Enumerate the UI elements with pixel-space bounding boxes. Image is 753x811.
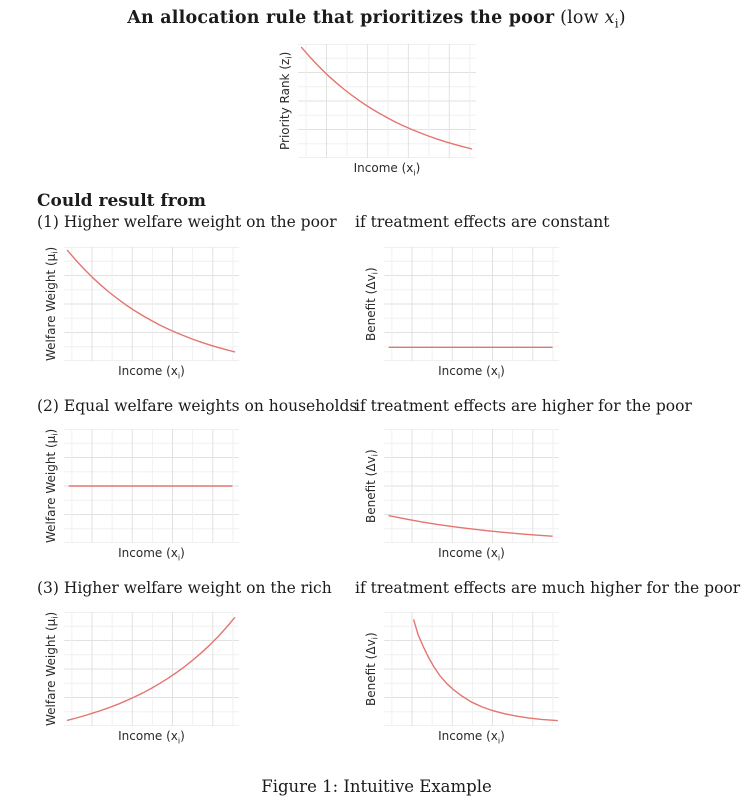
row3-left-label: (3) Higher welfare weight on the rich [37,579,332,597]
x-axis-label-income: Income (xi) [118,729,185,746]
y-axis-label-welfare-weight: Welfare Weight (μi) [44,428,60,543]
benefit-2-plot [384,429,559,543]
benefit-3-plot [384,612,559,726]
chart-welfare-weight-2: Welfare Weight (μi) Income (xi) [40,429,239,562]
row3-right-label: if treatment effects are much higher for… [355,579,741,597]
x-axis-label-income: Income (xi) [353,161,421,178]
y-axis-label-priority-rank: Priority Rank (zi) [278,51,294,151]
benefit-1-plot [384,247,559,361]
chart-welfare-weight-1: Welfare Weight (μi) Income (xi) [40,247,239,380]
y-axis-label-benefit: Benefit (Δvi) [364,267,380,341]
x-axis-label-income: Income (xi) [438,729,505,746]
x-axis-label-income: Income (xi) [438,364,505,381]
figure-title-bold: An allocation rule that prioritizes the … [127,8,555,28]
chart-benefit-2: Benefit (Δvi) Income (xi) [360,429,559,562]
welfare-weight-3-plot [64,612,239,726]
x-axis-label-income: Income (xi) [118,546,185,563]
chart-welfare-weight-3: Welfare Weight (μi) Income (xi) [40,612,239,745]
figure-caption: Figure 1: Intuitive Example [261,777,492,796]
row2-left-label: (2) Equal welfare weights on households [37,397,358,415]
y-axis-label-welfare-weight: Welfare Weight (μi) [44,246,60,361]
row1-left-label: (1) Higher welfare weight on the poor [37,213,337,231]
y-axis-label-benefit: Benefit (Δvi) [364,449,380,523]
y-axis-label-welfare-weight: Welfare Weight (μi) [44,611,60,726]
row2-right-label: if treatment effects are higher for the … [355,397,692,415]
row1-right-label: if treatment effects are constant [355,213,610,231]
y-axis-label-benefit: Benefit (Δvi) [364,632,380,706]
figure-title-paren: (low xi) [554,8,626,31]
chart-benefit-3: Benefit (Δvi) Income (xi) [360,612,559,745]
x-axis-label-income: Income (xi) [118,364,185,381]
figure-title: An allocation rule that prioritizes the … [0,8,753,31]
section-heading: Could result from [37,191,207,211]
chart-priority-rank: Priority Rank (zi) Income (xi) [274,44,476,177]
welfare-weight-1-plot [64,247,239,361]
priority-rank-plot [298,44,476,158]
welfare-weight-2-plot [64,429,239,543]
chart-benefit-1: Benefit (Δvi) Income (xi) [360,247,559,380]
x-axis-label-income: Income (xi) [438,546,505,563]
